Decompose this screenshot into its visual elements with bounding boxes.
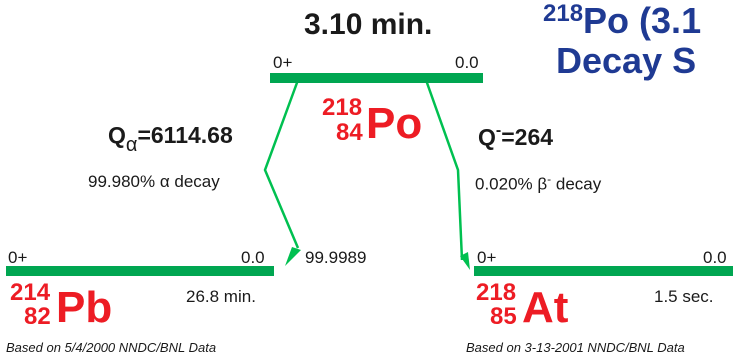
- pb-spin: 0+: [8, 248, 28, 267]
- alpha-q-value: Qα=6114.68: [108, 122, 233, 156]
- parent-halflife: 3.10 min.: [304, 8, 433, 41]
- pb-energy: 0.0: [241, 248, 265, 267]
- at-mass: 218: [476, 279, 517, 306]
- title-line2: Decay S: [556, 40, 697, 81]
- parent-energy: 0.0: [455, 53, 479, 72]
- parent-mass: 218: [322, 94, 363, 121]
- at-energy: 0.0: [703, 248, 727, 267]
- pb-z: 82: [24, 303, 51, 330]
- at-z: 85: [490, 303, 517, 330]
- parent-level-line: [270, 73, 483, 83]
- beta-branch-text: 0.020% β- decay: [475, 172, 602, 194]
- pb-mass: 214: [10, 279, 51, 306]
- title-mass: 218: [543, 0, 584, 27]
- at-symbol: At: [522, 283, 569, 332]
- alpha-decay-arrow: [263, 79, 300, 249]
- at-spin: 0+: [477, 248, 497, 267]
- at-level-line: [474, 266, 733, 276]
- at-halflife: 1.5 sec.: [654, 287, 714, 306]
- alpha-footer: Based on 5/4/2000 NNDC/BNL Data: [6, 340, 217, 355]
- title-line1: 218Po (3.1: [543, 0, 701, 42]
- pb-symbol: Pb: [56, 283, 113, 332]
- at-nuclide: 218 85 At: [476, 279, 596, 335]
- pb-halflife: 26.8 min.: [186, 287, 256, 306]
- alpha-arrowhead: [285, 247, 301, 266]
- alpha-intensity: 99.9989: [305, 248, 367, 267]
- beta-footer: Based on 3-13-2001 NNDC/BNL Data: [466, 340, 685, 355]
- pb-level-line: [6, 266, 274, 276]
- title-text: Po (3.1: [583, 0, 702, 41]
- beta-q-value: Q-=264: [478, 122, 554, 150]
- alpha-branch-text: 99.980% α decay: [88, 172, 220, 191]
- parent-symbol: Po: [366, 99, 423, 148]
- beta-decay-arrow: [424, 79, 464, 261]
- parent-nuclide: 218 84 Po: [322, 94, 442, 150]
- pb-nuclide: 214 82 Pb: [10, 279, 130, 335]
- parent-spin: 0+: [273, 53, 293, 72]
- parent-z: 84: [336, 119, 363, 146]
- beta-arrowhead: [460, 252, 470, 270]
